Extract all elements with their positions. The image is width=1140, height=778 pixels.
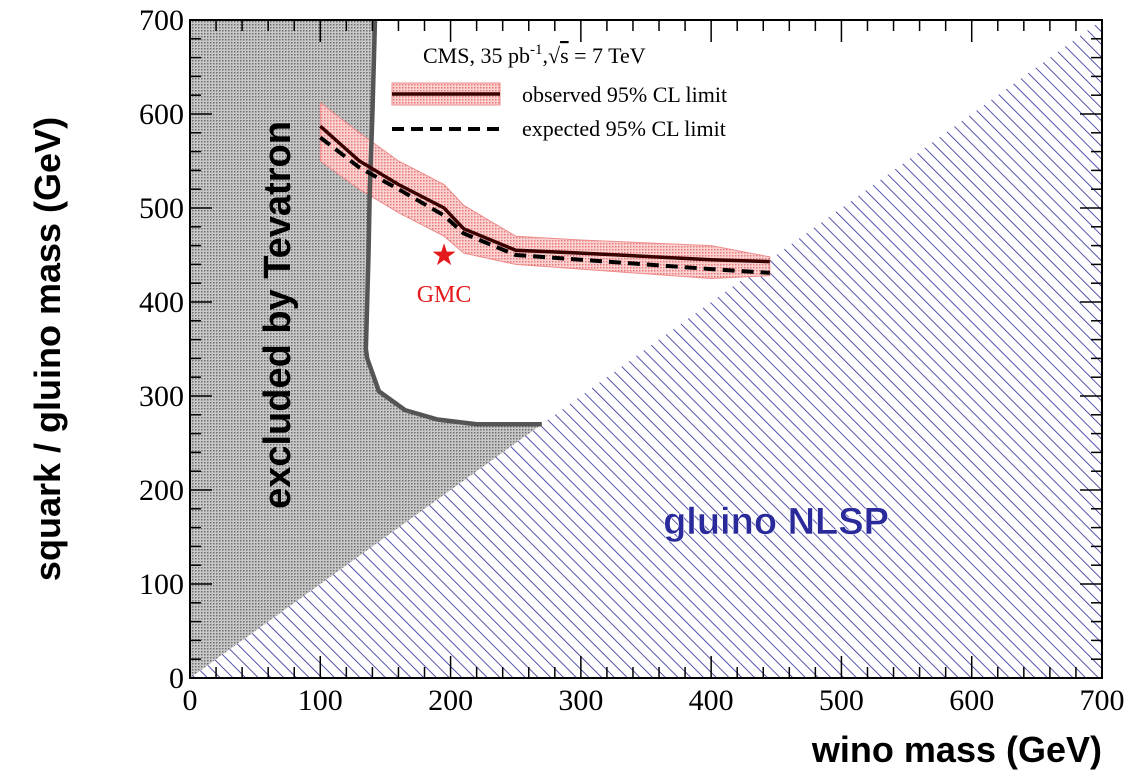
x-tick-label: 0 [183, 684, 198, 717]
plot-frame [189, 19, 1103, 679]
x-axis-title: wino mass (GeV) [811, 729, 1102, 770]
x-tick-label: 500 [819, 684, 864, 717]
y-tick-label: 300 [139, 380, 184, 413]
observed-limit-line [319, 124, 770, 264]
gmc-label: GMC [417, 282, 472, 308]
gmc-star-icon: ★ [431, 239, 458, 272]
y-tick-label: 500 [139, 192, 184, 225]
x-tick-label: 700 [1080, 684, 1125, 717]
x-tick-label: 100 [298, 684, 343, 717]
x-tick-label: 300 [558, 684, 603, 717]
y-tick-label: 200 [139, 474, 184, 507]
y-tick-label: 100 [139, 568, 184, 601]
axis-ticks [189, 19, 1103, 679]
x-tick-label: 400 [689, 684, 734, 717]
legend-header: CMS, 35 pb-1,√s = 7 TeV [423, 42, 646, 68]
tevatron-boundary-line [363, 20, 542, 427]
legend-observed-label: observed 95% CL limit [522, 82, 727, 107]
tevatron-region-label: excluded by Tevatron [257, 121, 299, 509]
legend: CMS, 35 pb-1,√s = 7 TeV observed 95% CL … [391, 42, 727, 141]
y-tick-label: 400 [139, 286, 184, 319]
tick-labels: 0 100 200 300 400 500 600 700 0 100 200 300 400 500 60… [139, 4, 1125, 717]
x-tick-label: 200 [428, 684, 473, 717]
nlsp-region-label: gluino NLSP [663, 501, 889, 543]
y-axis-title: squark / gluino mass (GeV) [27, 117, 68, 581]
x-tick-label: 600 [949, 684, 994, 717]
expected-limit-line [319, 135, 770, 275]
legend-expected-label: expected 95% CL limit [522, 116, 726, 141]
y-tick-label: 700 [139, 4, 184, 37]
y-tick-label: 600 [139, 98, 184, 131]
y-tick-label: 0 [169, 662, 184, 695]
